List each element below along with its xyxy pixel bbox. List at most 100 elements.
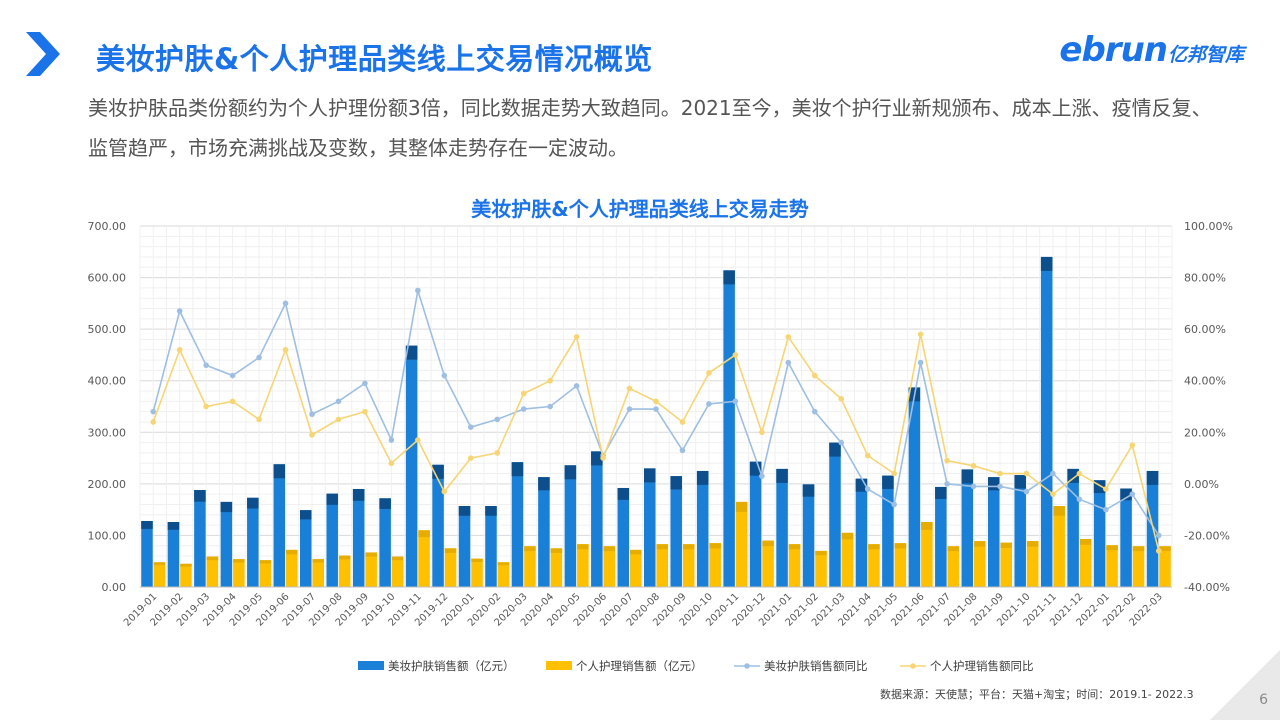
- care-yoy-point: [467, 455, 474, 461]
- care-bar-cap: [1132, 546, 1145, 552]
- care-yoy-point: [150, 419, 157, 425]
- beauty-yoy-point: [494, 416, 501, 423]
- care-bar: [656, 544, 668, 587]
- beauty-bar: [988, 477, 1000, 587]
- chevron-right-icon: [26, 32, 60, 76]
- beauty-bar-cap: [696, 470, 709, 485]
- beauty-bar: [696, 470, 709, 587]
- care-bar: [497, 562, 510, 587]
- y-right-tick-label: -20.00%: [1184, 529, 1230, 542]
- care-bar: [947, 546, 960, 587]
- legend-swatch: [546, 661, 572, 670]
- care-bar: [630, 549, 642, 587]
- page-title: 美妆护肤&个人护理品类线上交易情况概览: [96, 42, 653, 76]
- beauty-bar: [511, 462, 524, 587]
- beauty-bar: [776, 468, 788, 587]
- care-yoy-point: [1050, 491, 1056, 497]
- care-bar-cap: [497, 562, 510, 566]
- beauty-yoy-point: [150, 408, 157, 415]
- care-bar: [868, 544, 880, 587]
- beauty-yoy-point: [520, 406, 527, 412]
- care-bar-cap: [550, 548, 563, 553]
- care-bar: [338, 555, 351, 587]
- beauty-bar: [591, 451, 603, 587]
- care-bar-cap: [444, 548, 457, 553]
- beauty-yoy-point: [547, 403, 553, 410]
- care-bar: [841, 532, 854, 587]
- beauty-yoy-point: [335, 398, 342, 405]
- care-yoy-point: [811, 372, 818, 379]
- care-yoy-point: [1103, 486, 1109, 492]
- beauty-bar-cap: [1067, 468, 1079, 483]
- beauty-bar-cap: [591, 451, 603, 466]
- care-yoy-point: [864, 452, 871, 459]
- care-bar: [788, 544, 801, 587]
- care-yoy-point: [362, 408, 368, 415]
- care-bar-cap: [868, 544, 880, 550]
- bars: [141, 256, 1171, 587]
- beauty-bar-cap: [776, 468, 788, 483]
- beauty-bar: [644, 468, 656, 587]
- care-bar-cap: [153, 562, 166, 566]
- care-bar-cap: [682, 544, 695, 550]
- care-bar-cap: [286, 549, 298, 555]
- beauty-yoy-point: [706, 401, 712, 407]
- beauty-bar-cap: [1146, 470, 1159, 485]
- beauty-bar-cap: [326, 493, 338, 505]
- y-right-tick-label: 60.00%: [1184, 323, 1226, 336]
- care-bar-cap: [947, 546, 960, 552]
- beauty-bar-cap: [1040, 256, 1053, 271]
- grid: [139, 225, 1173, 588]
- beauty-bar: [723, 270, 735, 587]
- beauty-bar: [961, 469, 974, 587]
- beauty-bar: [882, 475, 894, 587]
- care-bar: [894, 543, 907, 587]
- beauty-bar-cap: [405, 345, 418, 360]
- care-yoy-point: [917, 331, 924, 338]
- beauty-yoy-point: [441, 372, 448, 379]
- beauty-yoy-point: [997, 483, 1003, 490]
- beauty-bar: [379, 498, 391, 587]
- beauty-bar: [1093, 480, 1106, 587]
- beauty-yoy-point: [362, 380, 368, 387]
- care-yoy-point: [679, 419, 686, 425]
- care-yoy-point: [229, 398, 236, 405]
- care-yoy-point: [944, 457, 950, 464]
- care-bar-cap: [1159, 546, 1171, 552]
- care-yoy-point: [1023, 470, 1030, 477]
- beauty-yoy-point: [229, 372, 236, 379]
- care-bar-cap: [603, 546, 616, 552]
- beauty-bar: [247, 497, 259, 587]
- care-bar: [1159, 546, 1171, 587]
- care-bar: [233, 559, 245, 587]
- beauty-yoy-point: [970, 483, 977, 490]
- beauty-bar: [167, 522, 180, 587]
- beauty-yoy-point: [811, 408, 818, 415]
- beauty-bar: [749, 461, 762, 587]
- care-bar: [153, 562, 166, 587]
- care-yoy-point: [997, 470, 1003, 477]
- beauty-bar: [1067, 468, 1079, 587]
- beauty-yoy-point: [1155, 532, 1162, 539]
- beauty-bar-cap: [749, 461, 762, 476]
- beauty-bar-cap: [644, 468, 656, 483]
- legend-marker: [744, 663, 750, 669]
- beauty-bar: [935, 486, 947, 587]
- care-bar-cap: [524, 546, 536, 552]
- beauty-yoy-point: [176, 308, 183, 314]
- care-yoy-point: [547, 377, 553, 384]
- care-bar: [1079, 539, 1092, 587]
- care-bar: [444, 548, 457, 587]
- beauty-bar-cap: [538, 477, 550, 491]
- care-yoy-point: [653, 398, 659, 405]
- care-bar-cap: [1026, 541, 1039, 547]
- care-bar: [1000, 542, 1012, 587]
- care-bar: [603, 546, 616, 587]
- care-bar-cap: [180, 563, 192, 567]
- lines: [150, 287, 1162, 554]
- care-yoy-point: [388, 460, 395, 467]
- care-yoy-point: [309, 432, 315, 438]
- care-yoy-point: [335, 416, 342, 423]
- beauty-bar: [352, 489, 365, 587]
